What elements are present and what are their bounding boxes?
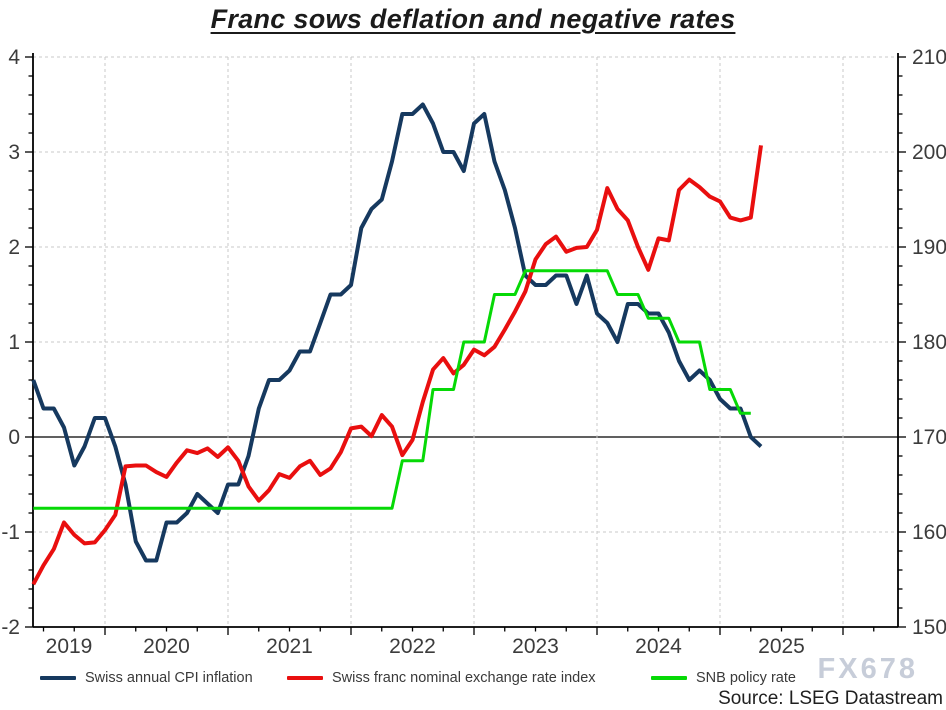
- svg-text:150: 150: [912, 616, 946, 639]
- svg-text:2024: 2024: [635, 635, 682, 658]
- chart-title: Franc sows deflation and negative rates: [210, 4, 736, 34]
- svg-text:180: 180: [912, 331, 946, 354]
- legend-label-cpi: Swiss annual CPI inflation: [85, 670, 253, 686]
- svg-text:4: 4: [8, 46, 20, 69]
- svg-text:160: 160: [912, 521, 946, 544]
- svg-text:2021: 2021: [266, 635, 313, 658]
- svg-text:2023: 2023: [512, 635, 559, 658]
- policy-rate-line-swatch-icon: [651, 676, 687, 680]
- cpi-line-swatch-icon: [40, 676, 76, 680]
- svg-text:-1: -1: [1, 521, 20, 544]
- legend-label-policy-rate: SNB policy rate: [696, 670, 796, 686]
- svg-text:2019: 2019: [46, 635, 93, 658]
- svg-text:1: 1: [8, 331, 20, 354]
- fx-index-line-swatch-icon: [287, 676, 323, 680]
- fx678-watermark: FX678: [817, 653, 918, 685]
- source-credit: Source: LSEG Datastream: [718, 688, 943, 709]
- svg-text:210: 210: [912, 46, 946, 69]
- svg-text:0: 0: [8, 426, 20, 449]
- svg-text:-2: -2: [1, 616, 20, 639]
- svg-text:2025: 2025: [758, 635, 805, 658]
- legend-item-fx-index: Swiss franc nominal exchange rate index: [287, 666, 596, 690]
- svg-text:3: 3: [8, 141, 20, 164]
- axes-and-ticks: [25, 53, 906, 635]
- axis-tick-labels: -2 -1 0 1 2 3 4 150 160 170 180 190 200 210 2019 2020 20…: [1, 46, 946, 658]
- legend-item-cpi: Swiss annual CPI inflation: [40, 666, 253, 690]
- svg-text:170: 170: [912, 426, 946, 449]
- svg-text:2020: 2020: [143, 635, 190, 658]
- svg-text:190: 190: [912, 236, 946, 259]
- data-series-lines: [31, 102, 763, 586]
- legend-label-fx-index: Swiss franc nominal exchange rate index: [332, 670, 596, 686]
- svg-text:2022: 2022: [389, 635, 436, 658]
- legend-item-policy-rate: SNB policy rate: [651, 666, 796, 690]
- svg-text:200: 200: [912, 141, 946, 164]
- svg-text:2: 2: [8, 236, 20, 259]
